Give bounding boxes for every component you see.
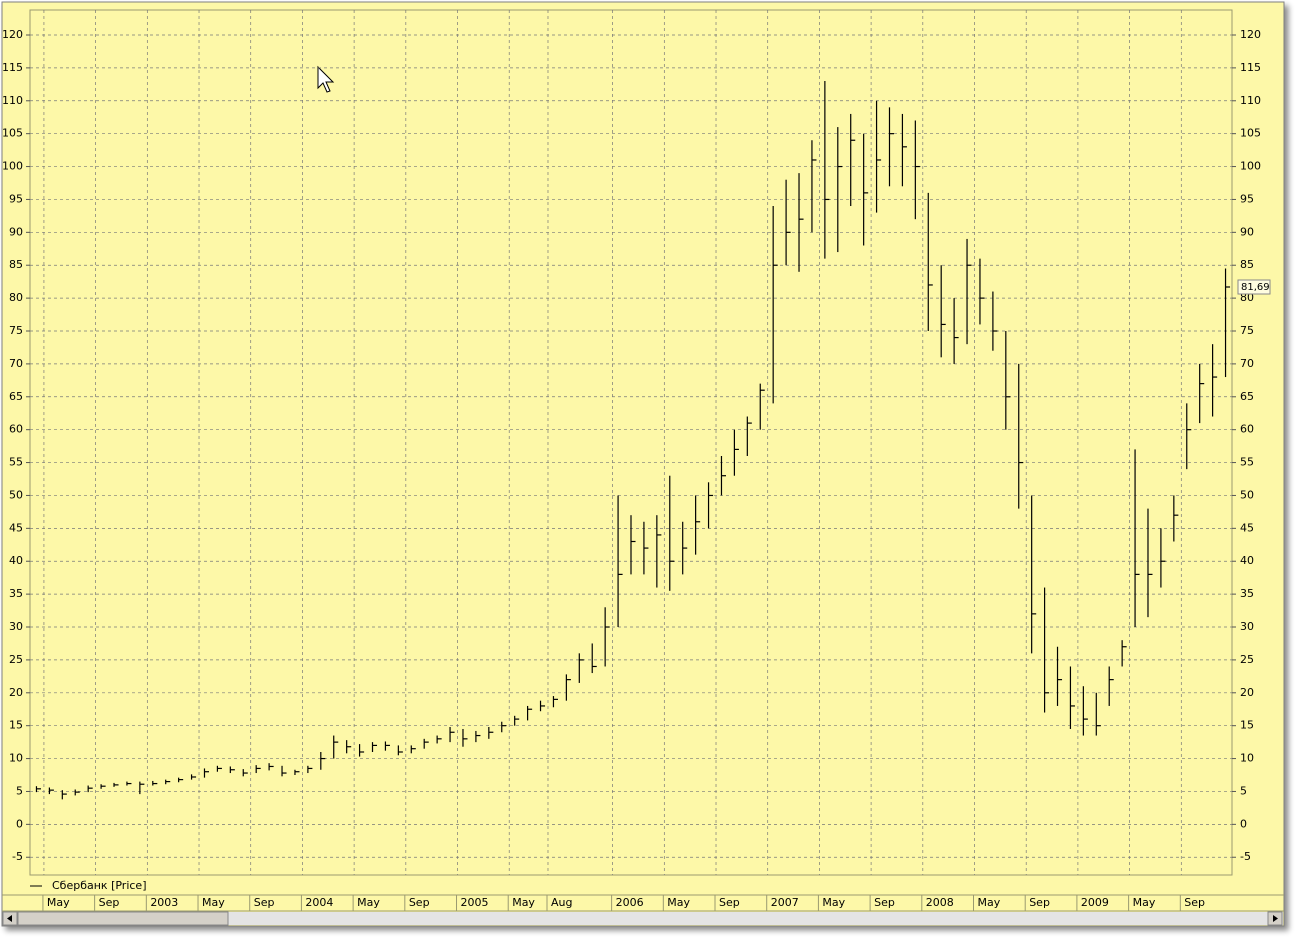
y-tick-label-right: 40 [1240,554,1254,567]
y-tick-label: 105 [2,127,23,140]
last-value-box [1237,279,1271,295]
y-tick-label-right: 5 [1240,784,1247,797]
y-tick-label-right: 90 [1240,225,1254,238]
y-tick-label: 25 [9,653,23,666]
x-tick-label: Sep [254,896,275,909]
y-tick-label: 80 [9,291,23,304]
arrow-icon [7,915,12,922]
y-tick-label-right: 30 [1240,620,1254,633]
scroll-thumb[interactable] [17,911,229,926]
y-tick-label: 100 [2,160,23,173]
y-tick-label-right: 50 [1240,488,1254,501]
x-tick-label: Sep [99,896,120,909]
y-tick-label-right: 120 [1240,28,1261,41]
scroll-track[interactable] [3,912,1283,925]
y-tick-label: 35 [9,587,23,600]
x-tick-label: May [822,896,845,909]
y-tick-label-right: 110 [1240,94,1261,107]
y-tick-label: 45 [9,521,23,534]
y-tick-label-right: 95 [1240,192,1254,205]
y-tick-label-right: 10 [1240,752,1254,765]
y-tick-label-right: 35 [1240,587,1254,600]
y-tick-label: 55 [9,456,23,469]
mouse-cursor [317,65,335,93]
x-tick-label: May [202,896,225,909]
y-tick-label: 115 [2,61,23,74]
x-tick-label: 2005 [461,896,489,909]
y-tick-label: 110 [2,94,23,107]
y-tick-label: 15 [9,719,23,732]
y-tick-label-right: 65 [1240,390,1254,403]
x-tick-label: Sep [874,896,895,909]
scrollbar[interactable] [2,911,1283,926]
y-tick-label: 5 [16,784,23,797]
x-tick-label: Sep [1184,896,1205,909]
y-tick-label: 60 [9,423,23,436]
y-tick-label: 50 [9,488,23,501]
x-tick-label: May [1133,896,1156,909]
y-tick-label-right: 0 [1240,817,1247,830]
legend-label: Сбербанк [Price] [52,879,147,892]
y-tick-label-right: 75 [1240,324,1254,337]
x-tick-label: May [978,896,1001,909]
y-tick-label: 90 [9,225,23,238]
y-tick-label-right: 100 [1240,160,1261,173]
arrow-icon [1273,915,1278,922]
y-tick-label-right: 85 [1240,258,1254,271]
y-tick-label: 65 [9,390,23,403]
x-tick-label: 2006 [616,896,644,909]
x-tick-label: 2003 [150,896,178,909]
y-tick-label: 30 [9,620,23,633]
x-tick-label: Sep [409,896,430,909]
y-tick-label: 20 [9,686,23,699]
y-tick-label: -5 [12,850,23,863]
x-tick-label: 2007 [771,896,799,909]
x-tick-label: May [357,896,380,909]
y-tick-label-right: 45 [1240,521,1254,534]
x-tick-label: 2009 [1081,896,1109,909]
y-tick-label-right: 55 [1240,456,1254,469]
y-tick-label-right: 60 [1240,423,1254,436]
y-tick-label: 95 [9,192,23,205]
y-tick-label: 120 [2,28,23,41]
x-tick-label: Sep [1029,896,1050,909]
y-tick-label: 10 [9,752,23,765]
last-value-label: 81,69 [1241,282,1270,293]
y-tick-label: 75 [9,324,23,337]
y-tick-label-right: -5 [1240,850,1251,863]
y-tick-label-right: 70 [1240,357,1254,370]
y-tick-label: 70 [9,357,23,370]
y-tick-label-right: 15 [1240,719,1254,732]
x-tick-label: May [47,896,70,909]
window-frame [1,1,1285,927]
plot-area [29,9,1233,876]
x-tick-label: May [512,896,535,909]
x-tick-label: Aug [551,896,572,909]
y-tick-label: 0 [16,817,23,830]
y-tick-label-right: 20 [1240,686,1254,699]
x-tick-label: May [667,896,690,909]
y-tick-label-right: 105 [1240,127,1261,140]
x-tick-label: 2004 [305,896,333,909]
y-tick-label-right: 25 [1240,653,1254,666]
x-tick-label: 2008 [926,896,954,909]
y-tick-label-right: 115 [1240,61,1261,74]
y-tick-label: 85 [9,258,23,271]
y-tick-label: 40 [9,554,23,567]
x-tick-label: Sep [719,896,740,909]
